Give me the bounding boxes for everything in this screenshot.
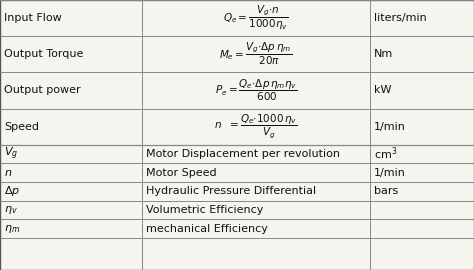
Text: bars: bars <box>374 186 398 196</box>
Text: Output power: Output power <box>4 85 81 96</box>
Text: $\Delta p$: $\Delta p$ <box>4 184 20 198</box>
Text: $P_e = \dfrac{Q_e{\cdot}\Delta p\,\eta_m\eta_v}{600}$: $P_e = \dfrac{Q_e{\cdot}\Delta p\,\eta_m… <box>215 78 297 103</box>
Text: $M_e = \dfrac{V_g{\cdot}\Delta p\,\eta_m}{20\pi}$: $M_e = \dfrac{V_g{\cdot}\Delta p\,\eta_m… <box>219 41 292 68</box>
Text: $Q_e = \dfrac{V_g{\cdot}n}{1000\eta_v}$: $Q_e = \dfrac{V_g{\cdot}n}{1000\eta_v}$ <box>223 4 289 32</box>
Text: 1/min: 1/min <box>374 168 405 178</box>
Text: $V_g$: $V_g$ <box>4 146 18 162</box>
Text: kW: kW <box>374 85 391 96</box>
Text: Output Torque: Output Torque <box>4 49 83 59</box>
Text: Hydraulic Pressure Differential: Hydraulic Pressure Differential <box>146 186 316 196</box>
Text: 1/min: 1/min <box>374 122 405 132</box>
Text: mechanical Efficiency: mechanical Efficiency <box>146 224 268 234</box>
Text: liters/min: liters/min <box>374 13 426 23</box>
Text: Speed: Speed <box>4 122 39 132</box>
Text: Volumetric Efficiency: Volumetric Efficiency <box>146 205 264 215</box>
Text: $\eta_v$: $\eta_v$ <box>4 204 18 216</box>
Text: Motor Displacement per revolution: Motor Displacement per revolution <box>146 149 340 159</box>
Text: $n$: $n$ <box>4 168 12 178</box>
Text: Motor Speed: Motor Speed <box>146 168 217 178</box>
Text: Nm: Nm <box>374 49 393 59</box>
Text: cm$^3$: cm$^3$ <box>374 146 397 162</box>
Text: Input Flow: Input Flow <box>4 13 62 23</box>
Text: $\eta_m$: $\eta_m$ <box>4 222 20 235</box>
Text: $n\ \ = \dfrac{Q_e{\cdot}1000\,\eta_v}{V_g}$: $n\ \ = \dfrac{Q_e{\cdot}1000\,\eta_v}{V… <box>214 113 298 140</box>
